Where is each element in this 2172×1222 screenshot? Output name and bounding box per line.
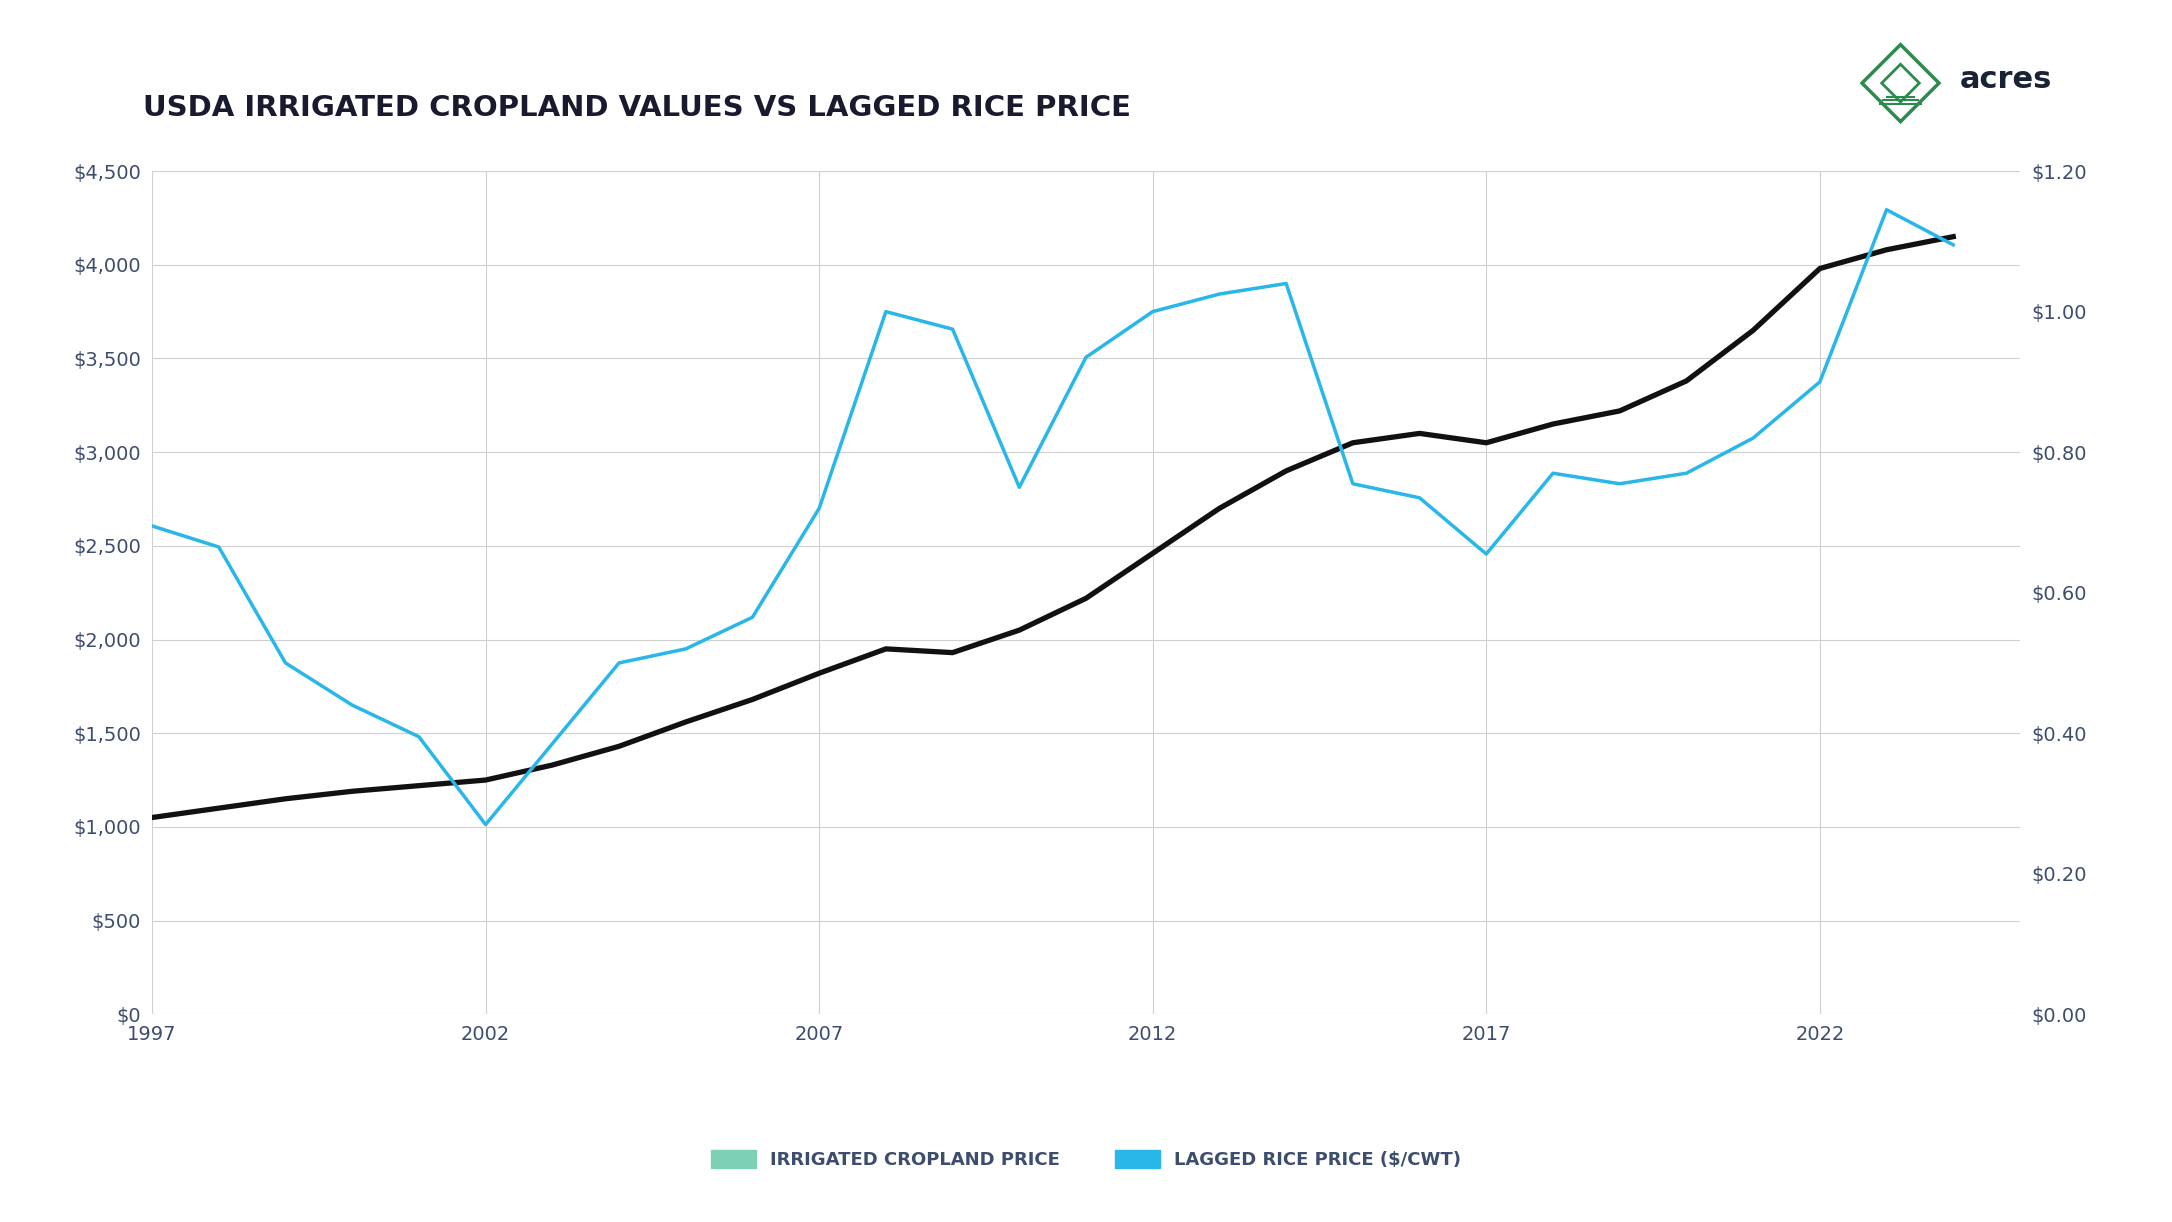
Text: acres: acres	[1959, 65, 2053, 94]
Legend: IRRIGATED CROPLAND PRICE, LAGGED RICE PRICE ($/CWT): IRRIGATED CROPLAND PRICE, LAGGED RICE PR…	[704, 1143, 1468, 1177]
Text: USDA IRRIGATED CROPLAND VALUES VS LAGGED RICE PRICE: USDA IRRIGATED CROPLAND VALUES VS LAGGED…	[143, 94, 1132, 121]
